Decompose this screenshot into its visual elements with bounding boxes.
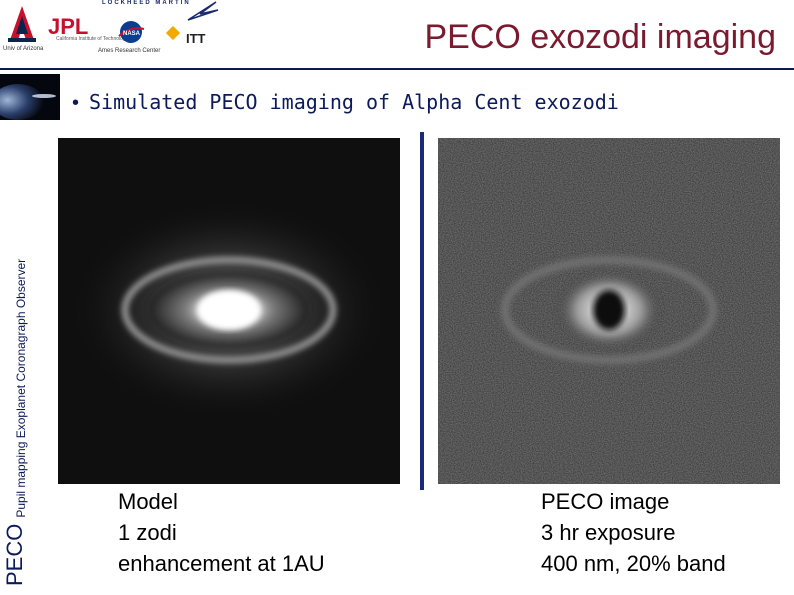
model-caption-line-2: 1 zodi bbox=[118, 520, 177, 545]
model-caption-line-3: enhancement at 1AU bbox=[118, 551, 325, 576]
header-divider bbox=[0, 68, 794, 70]
model-caption-line-1: Model bbox=[118, 489, 178, 514]
ua-caption: Univ of Arizona bbox=[3, 46, 44, 52]
side-fullname: Pupil mapping Exoplanet Coronagraph Obse… bbox=[14, 258, 28, 518]
bullet-point: • Simulated PECO imaging of Alpha Cent ex… bbox=[72, 90, 619, 115]
university-of-arizona-logo bbox=[8, 6, 36, 42]
nasa-logo: NASA bbox=[118, 21, 145, 43]
model-image bbox=[58, 138, 400, 484]
side-acronym: PECO bbox=[2, 523, 27, 586]
peco-caption-line-2: 3 hr exposure bbox=[541, 520, 676, 545]
lockheed-star-icon bbox=[187, 1, 219, 21]
bullet-dot: • bbox=[72, 92, 80, 114]
model-caption: Model 1 zodi enhancement at 1AU bbox=[118, 486, 325, 579]
itt-logo: ITT bbox=[186, 31, 206, 46]
ames-caption: Ames Research Center bbox=[98, 48, 161, 54]
jpl-caption: California Institute of Technology bbox=[56, 36, 129, 42]
earth-horizon-image bbox=[0, 74, 60, 120]
jpl-logo: JPL bbox=[48, 14, 88, 38]
peco-caption-line-3: 400 nm, 20% band bbox=[541, 551, 726, 576]
svg-text:NASA: NASA bbox=[123, 31, 141, 37]
peco-caption-line-1: PECO image bbox=[541, 489, 670, 514]
side-vertical-label: PECO Pupil mapping Exoplanet Coronagraph … bbox=[2, 166, 46, 586]
itt-mark-icon bbox=[166, 26, 180, 40]
svg-text:JPL: JPL bbox=[48, 14, 88, 38]
peco-image bbox=[438, 138, 780, 484]
peco-caption: PECO image 3 hr exposure 400 nm, 20% ban… bbox=[541, 486, 726, 579]
bullet-text: Simulated PECO imaging of Alpha Cent exo… bbox=[89, 90, 619, 114]
page-title: PECO exozodi imaging bbox=[424, 18, 776, 56]
panel-divider bbox=[420, 132, 424, 490]
lockheed-martin-logo: LOCKHEED MARTIN bbox=[102, 0, 191, 6]
logo-strip: Univ of Arizona JPL California Institute… bbox=[0, 0, 260, 64]
